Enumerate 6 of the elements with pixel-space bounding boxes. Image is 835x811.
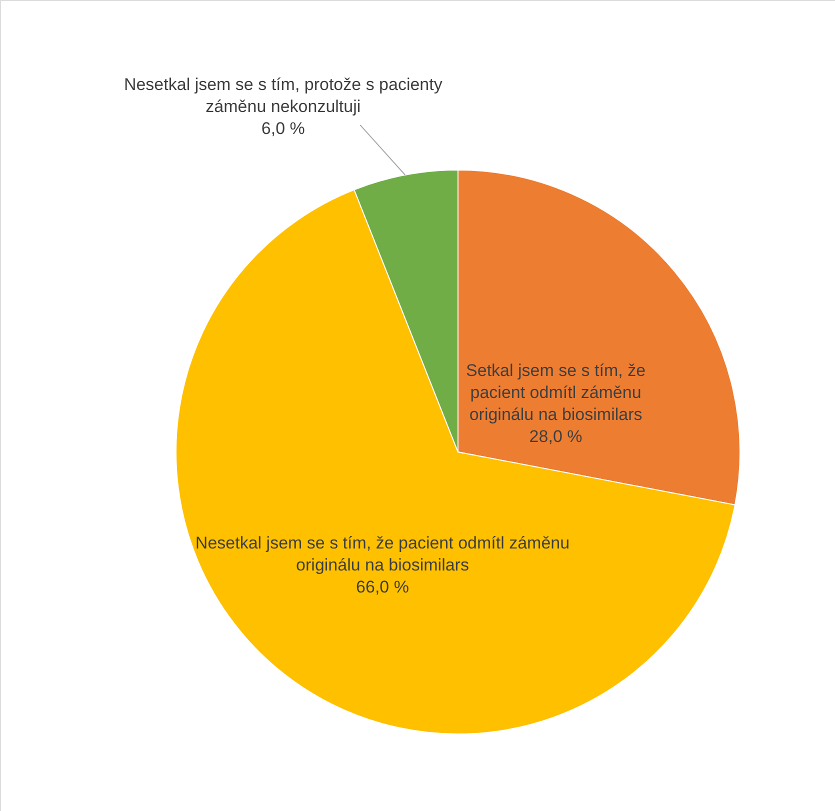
data-label: 66,0 % [356,577,409,596]
data-label: 6,0 % [261,118,305,138]
data-label: 28,0 % [529,427,582,446]
slice-label: Setkal jsem se s tím, že pacient odmítl záměnu originálu na biosimilars [466,361,646,424]
slice-label: Nesetkal jsem se s tím, že pacient odmítl záměnu originálu na biosimilars [195,533,570,574]
slice-label: Nesetkal jsem se s tím, protože s pacienty záměnu nekonzultuji [124,74,443,116]
